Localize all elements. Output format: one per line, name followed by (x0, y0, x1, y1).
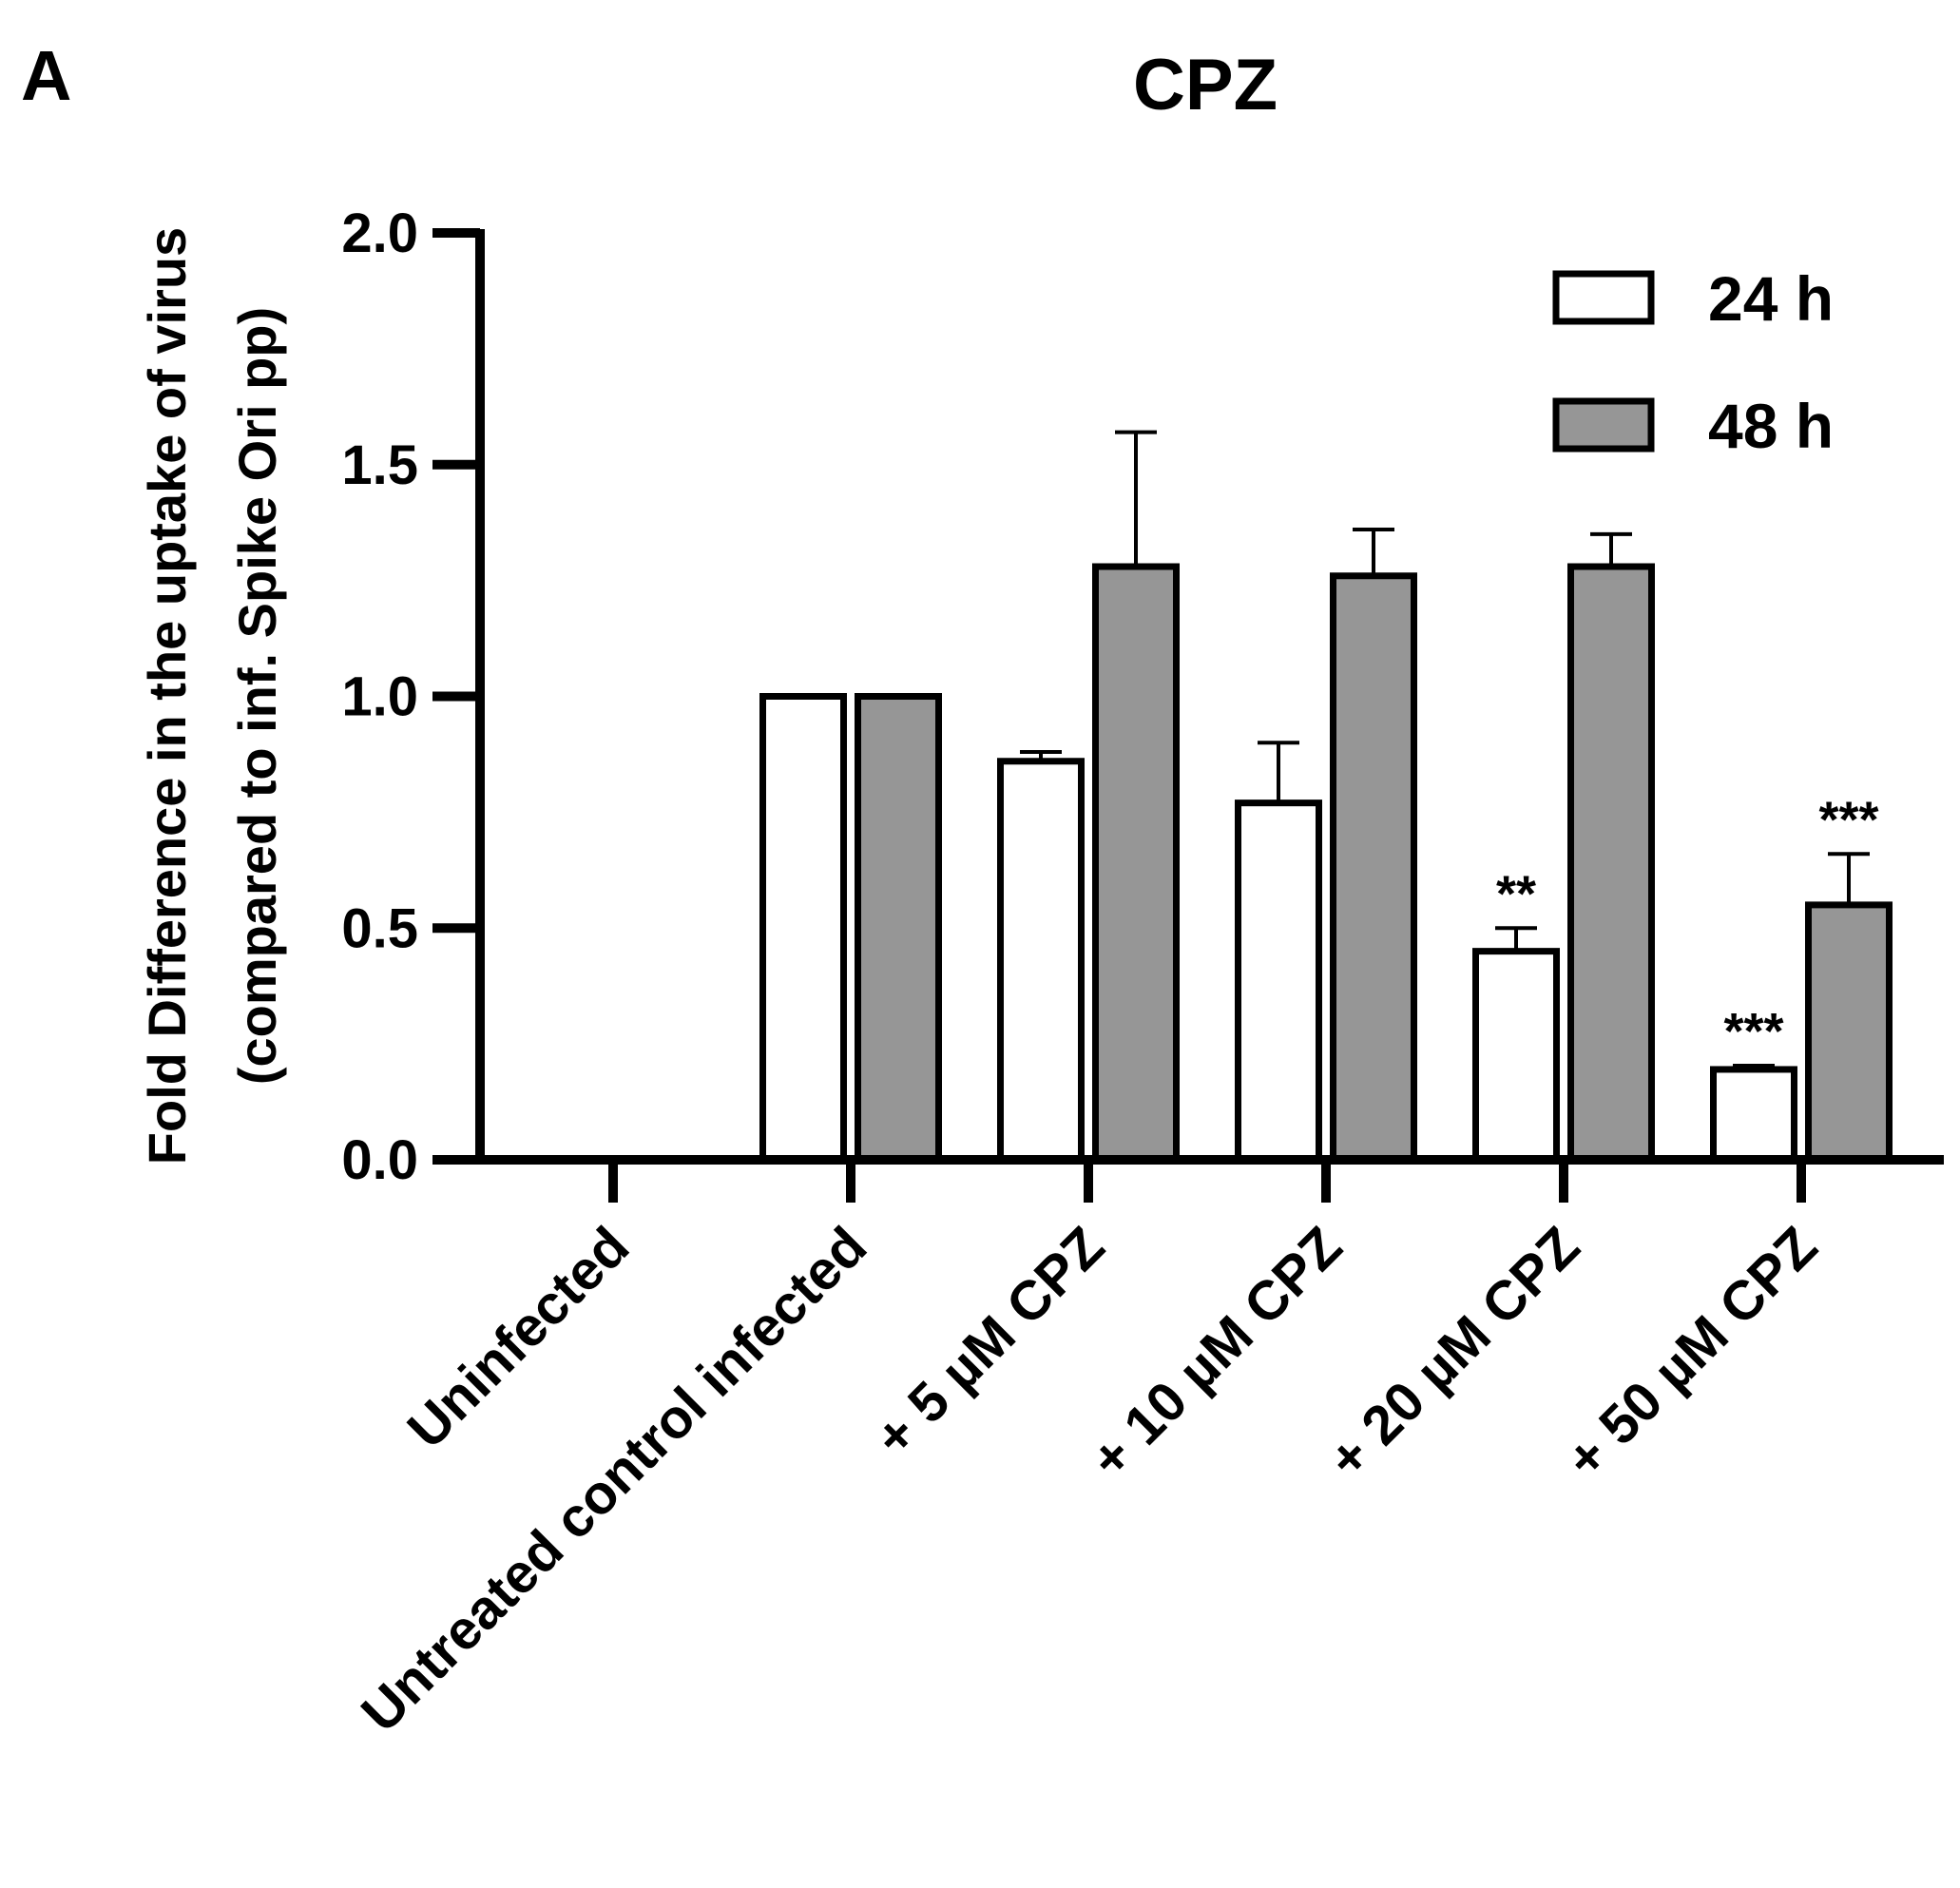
bar-24h-4 (1472, 948, 1560, 1164)
bar-48h-3 (1330, 572, 1417, 1164)
x-tick-label-0: Uninfected (395, 1215, 641, 1460)
significance-24h-4: ** (1496, 865, 1536, 922)
chart-title: CPZ (1133, 45, 1278, 125)
x-tick-label-1: Untreated control infected (350, 1215, 878, 1744)
bar-48h-1 (855, 693, 942, 1164)
y-axis-label-2: (compared to inf. Spike Ori pp) (227, 307, 287, 1085)
bars-layer (759, 563, 1893, 1164)
legend-swatch-48h (1552, 397, 1655, 453)
x-tick-label-4: + 20 µM CPZ (1316, 1215, 1592, 1491)
y-tick-label-4: 2.0 (341, 202, 418, 264)
significance-48h-5: *** (1818, 791, 1878, 848)
legend-swatch-24h (1552, 270, 1655, 325)
panel-letter: A (21, 36, 71, 115)
y-axis-label: Fold Difference in the uptake of virus (137, 227, 197, 1165)
bar-24h-2 (997, 758, 1085, 1164)
error-bars-layer (1020, 430, 1870, 1069)
legend-label-24h: 24 h (1708, 263, 1834, 334)
bar-24h-5 (1710, 1066, 1797, 1164)
bar-48h-2 (1092, 563, 1180, 1164)
axes-layer: 0.0 0.5 1.0 1.5 2.0 (341, 202, 1944, 1203)
y-tick-label-3: 1.5 (341, 434, 418, 496)
bar-24h-1 (759, 693, 847, 1164)
x-tick-label-5: + 50 µM CPZ (1554, 1215, 1830, 1491)
x-tick-label-3: + 10 µM CPZ (1079, 1215, 1355, 1491)
significance-24h-5: *** (1723, 1003, 1783, 1060)
bar-48h-4 (1567, 563, 1655, 1164)
y-axis-label-line-2: (compared to inf. Spike Ori pp) (227, 307, 287, 1085)
y-tick-label-2: 1.0 (341, 666, 418, 728)
legend: 24 h 48 h (1552, 263, 1834, 461)
bar-24h-3 (1235, 800, 1322, 1164)
bar-48h-5 (1805, 901, 1893, 1164)
significance-layer: ******** (1496, 791, 1879, 1060)
y-tick-label-0: 0.0 (341, 1129, 418, 1191)
x-tick-label-2: + 5 µM CPZ (862, 1215, 1116, 1469)
y-tick-label-1: 0.5 (341, 897, 418, 959)
legend-label-48h: 48 h (1708, 391, 1834, 461)
y-axis-label-line-1: Fold Difference in the uptake of virus (137, 227, 197, 1165)
